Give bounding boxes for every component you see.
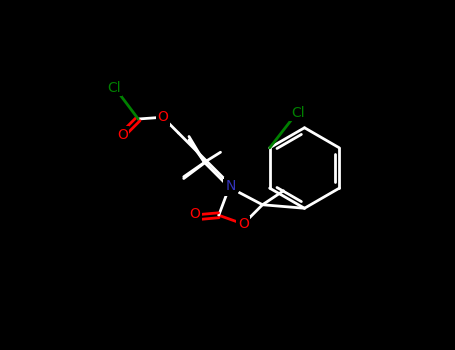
Text: N: N xyxy=(226,178,236,192)
Text: O: O xyxy=(190,206,200,220)
Text: O: O xyxy=(117,128,128,142)
Text: Cl: Cl xyxy=(291,106,304,120)
Text: N: N xyxy=(224,180,234,194)
Text: O: O xyxy=(238,217,249,231)
Text: Cl: Cl xyxy=(107,80,121,94)
Text: O: O xyxy=(157,110,168,124)
